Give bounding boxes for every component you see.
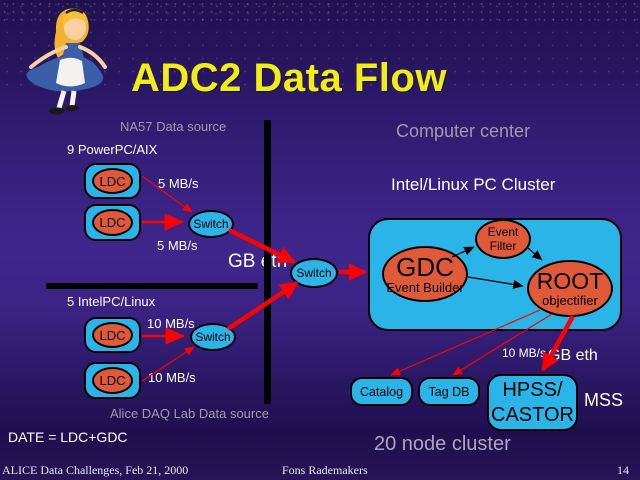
node-ldc-label: LDC: [92, 322, 133, 348]
label-rate-10mbs-lower: 10 MB/s: [148, 370, 196, 385]
label-mss: MSS: [584, 390, 624, 410]
footer-left: ALICE Data Challenges, Feb 21, 2000: [2, 463, 189, 477]
label-gb-eth-right: GB eth: [548, 347, 598, 364]
node-switch-upper: Switch: [188, 210, 234, 238]
node-switch-central: Switch: [290, 258, 338, 288]
node-ldc-3: LDC: [84, 317, 141, 353]
footer-page-number: 14: [617, 463, 629, 477]
node-event-filter-line2: Filter: [489, 239, 517, 253]
vertical-divider-line: [264, 120, 271, 404]
footer-center: Fons Rademakers: [282, 463, 368, 477]
node-event-filter-line1: Event: [487, 225, 519, 239]
label-intel-cluster: Intel/Linux PC Cluster: [391, 175, 556, 194]
node-ldc-4: LDC: [84, 362, 141, 399]
page-title: ADC2 Data Flow: [131, 56, 447, 100]
node-ldc-1: LDC: [84, 163, 141, 199]
node-root-title: ROOT: [536, 267, 604, 294]
node-gdc-title: GDC: [396, 251, 454, 282]
node-root-subtitle: objectifier: [542, 292, 598, 308]
node-catalog: Catalog: [350, 377, 413, 406]
label-na57-source: NA57 Data source: [120, 119, 227, 134]
label-intelpc: 5 IntelPC/Linux: [67, 294, 156, 309]
label-powerpc: 9 PowerPC/AIX: [67, 142, 158, 157]
label-gb-eth-left: GB eth: [228, 251, 288, 272]
arrow-switch-lower-to-central: [226, 281, 299, 331]
label-alice-daq-source: Alice DAQ Lab Data source: [110, 406, 269, 421]
node-event-filter: Event Filter: [475, 219, 531, 259]
node-ldc-label: LDC: [92, 209, 133, 236]
alice-clipart: [8, 5, 116, 119]
label-rate-5mbs-upper: 5 MB/s: [158, 176, 199, 191]
label-date-formula: DATE = LDC+GDC: [8, 429, 128, 445]
node-switch-lower: Switch: [190, 323, 236, 351]
label-rate-5mbs-lower: 5 MB/s: [157, 238, 198, 253]
label-rate-10mbs-upper: 10 MB/s: [147, 316, 195, 331]
node-tagdb: Tag DB: [418, 377, 480, 406]
node-hpss-line2: CASTOR: [491, 403, 574, 426]
label-rate-10mbs-right: 10 MB/s: [502, 346, 547, 360]
node-hpss-line1: HPSS/: [502, 378, 563, 401]
node-hpss-castor: HPSS/ CASTOR: [487, 374, 578, 431]
node-ldc-label: LDC: [92, 168, 133, 194]
horizontal-divider-line: [46, 283, 258, 289]
node-ldc-label: LDC: [92, 367, 133, 394]
label-computer-center: Computer center: [396, 121, 531, 141]
node-root: ROOT objectifier: [527, 260, 613, 317]
node-gdc-subtitle: Event Builder: [386, 279, 464, 295]
label-node-cluster: 20 node cluster: [374, 433, 511, 455]
alice-clipart-drawing: [26, 8, 107, 115]
node-gdc: GDC Event Builder: [382, 246, 468, 302]
node-ldc-2: LDC: [84, 204, 141, 241]
